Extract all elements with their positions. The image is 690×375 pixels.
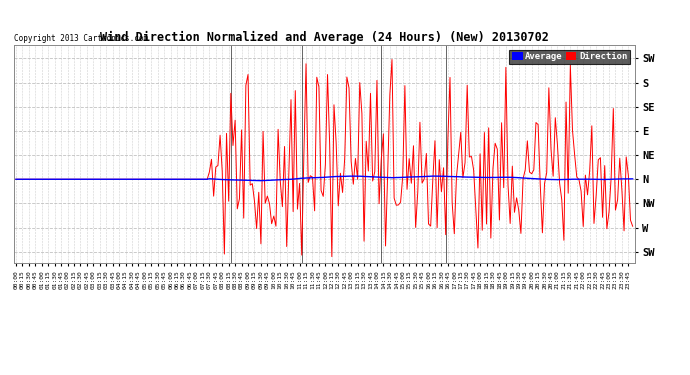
- Legend: Average, Direction: Average, Direction: [509, 50, 630, 64]
- Text: Copyright 2013 Cartronics.com: Copyright 2013 Cartronics.com: [14, 34, 148, 43]
- Title: Wind Direction Normalized and Average (24 Hours) (New) 20130702: Wind Direction Normalized and Average (2…: [100, 31, 549, 44]
